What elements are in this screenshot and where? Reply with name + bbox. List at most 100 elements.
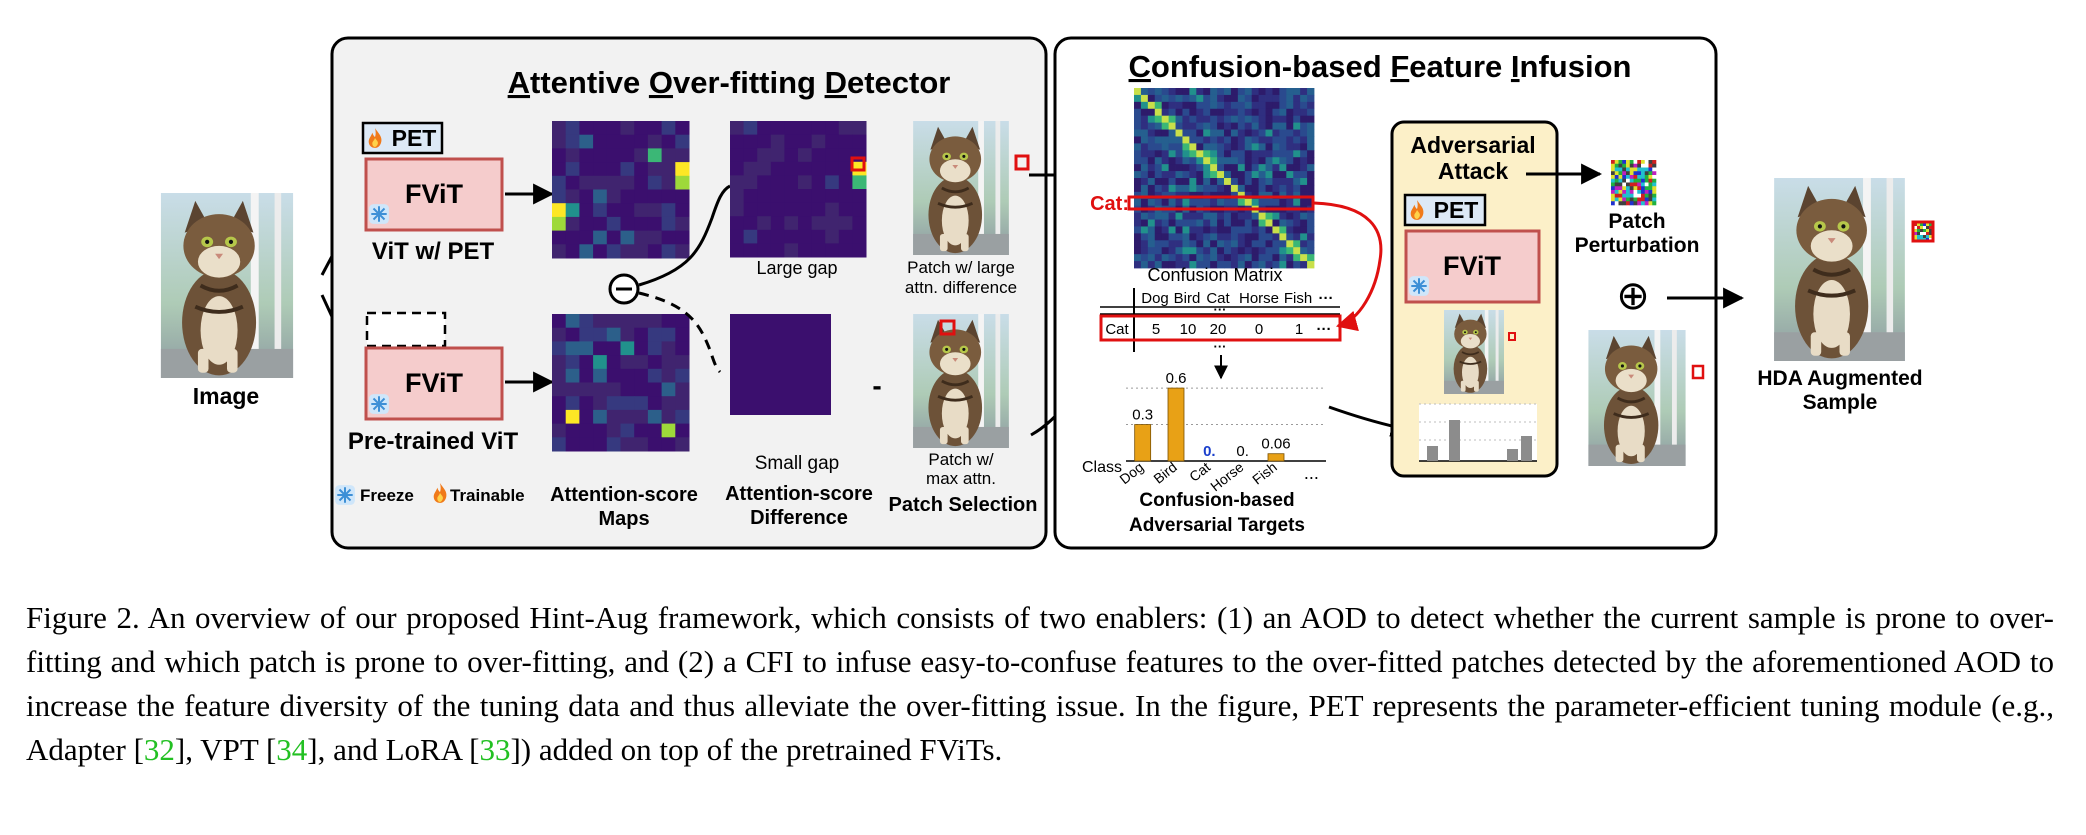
noise-pixel (1637, 186, 1642, 191)
matrix-cell (1217, 150, 1225, 158)
heatmap-cell (579, 230, 594, 245)
heatmap-cell (757, 216, 772, 231)
heatmap-cell (606, 437, 621, 452)
matrix-cell (1175, 198, 1183, 207)
attack-bar (1521, 436, 1532, 461)
heatmap-cell (579, 121, 594, 136)
matrix-cell (1189, 226, 1197, 234)
cat-row-label: Cat: (1090, 193, 1129, 215)
matrix-cell (1300, 108, 1308, 117)
matrix-cell (1134, 198, 1142, 207)
matrix-cell (1230, 212, 1239, 220)
matrix-cell (1168, 247, 1176, 255)
heatmap-cell (634, 409, 649, 425)
noise-pixel (1611, 178, 1616, 183)
citation-ref[interactable]: 33 (479, 732, 511, 767)
heatmap-cell (593, 148, 608, 163)
matrix-cell (1175, 178, 1183, 186)
heatmap-cell (552, 230, 567, 245)
matrix-cell (1258, 101, 1266, 110)
matrix-cell (1147, 143, 1156, 151)
matrix-cell (1224, 157, 1232, 165)
matrix-cell (1210, 261, 1218, 269)
matrix-cell (1210, 171, 1218, 179)
matrix-cell (1230, 101, 1239, 110)
matrix-cell (1140, 157, 1149, 165)
matrix-cell (1307, 233, 1315, 241)
matrix-cell (1182, 219, 1190, 227)
matrix-cell (1286, 178, 1294, 186)
heatmap-cell (647, 148, 663, 163)
matrix-cell (1161, 212, 1170, 220)
heatmap-cell (825, 189, 840, 204)
heatmap-cell (838, 134, 853, 149)
heatmap-cell (593, 409, 608, 425)
difference-map-small (730, 314, 831, 415)
noise-pixel (1622, 193, 1627, 198)
matrix-cell (1230, 157, 1239, 165)
heatmap-cell (743, 121, 758, 136)
matrix-cell (1224, 212, 1232, 220)
matrix-cell (1147, 233, 1156, 241)
noise-pixel (1614, 175, 1619, 180)
matrix-cell (1265, 94, 1273, 103)
heatmap-cell (661, 175, 676, 190)
heatmap-cell (798, 216, 813, 231)
noise-pixel (1652, 190, 1657, 195)
heatmap-cell (620, 314, 635, 329)
matrix-cell (1258, 240, 1266, 248)
noise-pixel (1626, 193, 1631, 198)
matrix-cell (1182, 171, 1190, 179)
matrix-cell (1189, 157, 1197, 165)
matrix-cell (1279, 157, 1287, 165)
noise-pixel (1614, 186, 1619, 191)
matrix-cell (1230, 150, 1239, 158)
matrix-cell (1196, 115, 1204, 124)
noise-pixel (1622, 163, 1627, 168)
perturbation-noise-patch (1611, 160, 1657, 206)
noise-pixel (1622, 171, 1627, 176)
noise-pixel (1614, 197, 1619, 202)
matrix-cell (1307, 171, 1315, 179)
heatmap-cell (811, 134, 826, 149)
matrix-cell (1161, 240, 1170, 248)
citation-ref[interactable]: 34 (276, 732, 308, 767)
heatmap-cell (634, 355, 649, 370)
matrix-cell (1300, 226, 1308, 234)
title-word-0: onfusion-based (1151, 49, 1390, 84)
matrix-cell (1279, 101, 1287, 110)
matrix-cell (1196, 226, 1204, 234)
adv-targets-label-1: Confusion-based (1139, 490, 1294, 511)
matrix-cell (1265, 164, 1273, 172)
heatmap-cell (661, 314, 676, 329)
citation-ref[interactable]: 32 (143, 732, 175, 767)
matrix-cell (1161, 108, 1170, 117)
matrix-cell (1244, 150, 1253, 158)
matrix-cell (1230, 129, 1239, 137)
matrix-cell (1286, 226, 1294, 234)
fvit-trainable-box: FViT (364, 157, 504, 232)
matrix-cell (1217, 240, 1225, 248)
noise-pixel (1618, 197, 1623, 202)
matrix-cell (1300, 171, 1308, 179)
matrix-cell (1279, 122, 1287, 130)
matrix-cell (1147, 164, 1156, 172)
matrix-cell (1189, 129, 1197, 137)
noise-pixel (1629, 160, 1634, 165)
heatmap-cell (730, 161, 745, 176)
matrix-cell (1265, 178, 1273, 186)
noise-pixel (1917, 229, 1921, 233)
noise-pixel (1652, 182, 1657, 187)
heatmap-cell (634, 216, 649, 232)
heatmap-cell (661, 244, 676, 259)
matrix-cell (1272, 247, 1280, 255)
matrix-cell (1189, 164, 1197, 172)
matrix-cell (1224, 129, 1232, 137)
matrix-cell (1258, 129, 1266, 137)
noise-pixel (1629, 163, 1634, 168)
heatmap-cell (675, 244, 690, 259)
matrix-cell (1189, 101, 1197, 110)
matrix-cell (1203, 233, 1211, 241)
noise-pixel (1917, 235, 1921, 239)
matrix-cell (1300, 136, 1308, 144)
